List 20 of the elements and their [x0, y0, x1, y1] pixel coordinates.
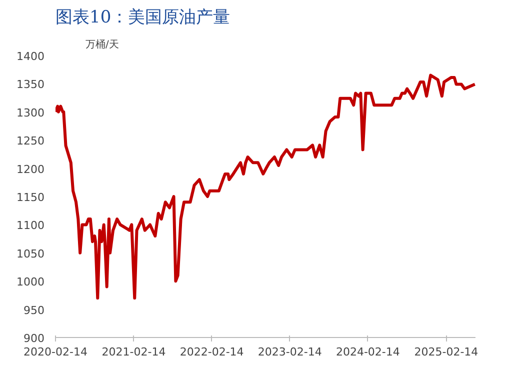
x-tick-label: 2020-02-14: [24, 346, 88, 358]
y-tick-label: 1000: [16, 276, 45, 289]
x-tick-label: 2023-02-14: [258, 346, 322, 358]
y-tick-label: 1350: [16, 78, 45, 92]
y-tick-label: 1200: [16, 162, 45, 176]
y-tick-label: 1150: [16, 191, 45, 204]
y-tick-label: 900: [24, 332, 45, 345]
chart-title: 图表10：美国原油产量: [56, 8, 230, 28]
y-tick-label: 1100: [16, 219, 45, 232]
x-tick-label: 2021-02-14: [102, 346, 166, 358]
y-tick-label: 1300: [16, 106, 45, 120]
y-tick-label: 1050: [16, 247, 45, 260]
y-tick-label: 950: [24, 304, 45, 317]
y-tick-label: 1250: [16, 134, 45, 148]
line-series: [56, 74, 476, 300]
y-tick-label: 1400: [16, 50, 45, 63]
x-tick-label: 2022-02-14: [180, 346, 244, 358]
x-tick-label: 2025-02-14: [414, 346, 478, 358]
x-tick-label: 2024-02-14: [336, 346, 400, 358]
y-axis-title: 万桶/天: [86, 38, 119, 50]
